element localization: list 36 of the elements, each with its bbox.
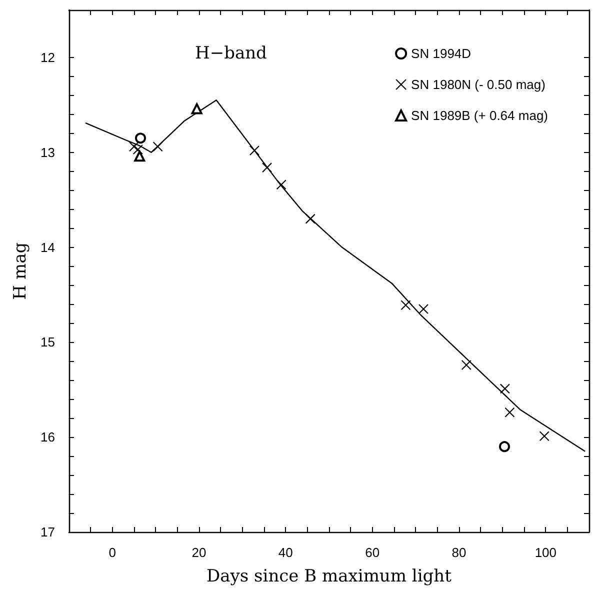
point <box>191 103 202 114</box>
line-series <box>84 100 586 452</box>
point <box>504 407 515 418</box>
annotation: H−band <box>195 44 268 64</box>
point <box>418 304 429 314</box>
y-tick-label: 15 <box>40 334 55 350</box>
point <box>262 162 272 173</box>
y-tick-label: 12 <box>40 50 55 65</box>
point <box>132 144 143 155</box>
point <box>500 384 510 394</box>
x-tick-label: 20 <box>192 545 206 560</box>
point <box>305 214 316 224</box>
y-tick-label: 17 <box>40 524 55 540</box>
legend-label: SN 1989B (+ 0.64 mag) <box>411 108 548 123</box>
x-tick-label: 40 <box>278 545 293 560</box>
x-tick-label: 100 <box>534 545 557 560</box>
point <box>135 132 146 144</box>
point <box>134 150 146 162</box>
point <box>400 300 411 310</box>
x-axis-title: Days since B maximum light <box>206 566 452 586</box>
y-tick-label: 16 <box>40 430 55 445</box>
y-tick-label: 14 <box>40 240 55 255</box>
legend-label: SN 1994D <box>411 46 472 61</box>
x-tick-label: 80 <box>452 545 466 560</box>
point <box>128 142 140 152</box>
point <box>461 360 472 370</box>
point <box>152 142 163 152</box>
point <box>276 180 286 190</box>
x-tick-label: 0 <box>108 545 116 560</box>
y-tick-label: 13 <box>40 144 55 160</box>
x-tick-label: 60 <box>365 545 380 560</box>
point <box>499 441 510 452</box>
y-axis-title: H mag <box>10 242 30 300</box>
point <box>539 431 550 442</box>
point <box>249 145 260 156</box>
legend-label: SN 1980N (- 0.50 mag) <box>411 77 546 92</box>
